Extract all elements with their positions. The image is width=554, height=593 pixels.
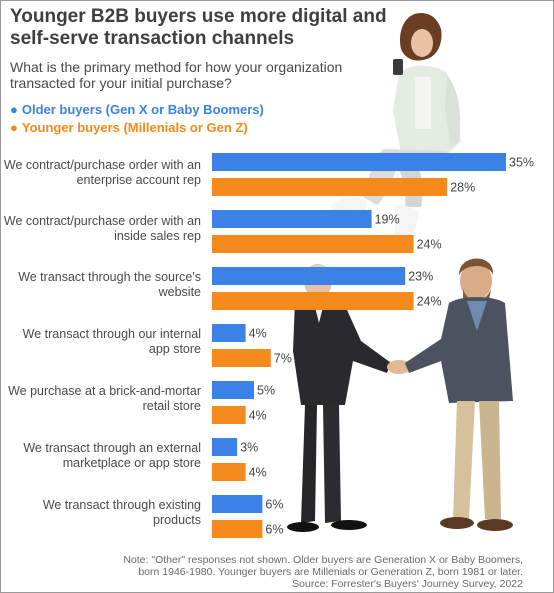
value-label-older-0: 35% — [509, 156, 534, 170]
bar-younger-3 — [212, 349, 271, 367]
category-label-external-marketplace: We transact through an external marketpl… — [23, 441, 201, 470]
bar-older-5 — [212, 438, 238, 456]
legend-dot-younger-icon: ● — [10, 120, 18, 135]
footnote: Note: "Other" responses not shown. Older… — [53, 554, 523, 590]
bar-older-2 — [212, 267, 406, 285]
bar-younger-5 — [212, 463, 246, 481]
value-label-older-4: 5% — [257, 384, 275, 398]
footnote-line-3: Source: Forrester's Buyers' Journey Surv… — [292, 578, 523, 590]
bar-younger-0 — [212, 178, 448, 196]
younger-man-illustration — [405, 258, 513, 531]
category-label-retail-store: We purchase at a brick-and-mortar retail… — [8, 384, 201, 413]
handshake-illustration — [387, 360, 411, 374]
bar-older-0 — [212, 153, 506, 171]
survey-question: What is the primary method for how your … — [10, 59, 343, 91]
value-label-younger-6: 6% — [265, 523, 283, 537]
category-label-existing-products: We transact through existing products — [42, 498, 201, 527]
category-label-source-website: We transact through the source's website — [18, 270, 201, 299]
value-label-older-3: 4% — [249, 327, 267, 341]
bar-younger-4 — [212, 406, 246, 424]
bar-older-1 — [212, 210, 372, 228]
page-title: Younger B2B buyers use more digital and … — [10, 6, 387, 49]
legend-label-older: Older buyers (Gen X or Baby Boomers) — [21, 102, 264, 117]
category-label-enterprise-rep: We contract/purchase order with an enter… — [3, 158, 201, 187]
bar-older-6 — [212, 495, 263, 513]
value-label-older-6: 6% — [265, 498, 283, 512]
legend-dot-older-icon: ● — [10, 102, 18, 117]
value-label-older-5: 3% — [240, 441, 258, 455]
value-label-younger-1: 24% — [417, 238, 442, 252]
bar-older-3 — [212, 324, 246, 342]
value-label-younger-0: 28% — [450, 181, 475, 195]
category-label-internal-app-store: We transact through our internal app sto… — [22, 327, 201, 356]
value-label-younger-3: 7% — [274, 352, 292, 366]
legend-older: ● Older buyers (Gen X or Baby Boomers) — [10, 102, 264, 117]
footnote-line-2: born 1946-1980. Younger buyers are Mille… — [138, 566, 523, 578]
bar-younger-1 — [212, 235, 414, 253]
value-label-older-1: 19% — [375, 213, 400, 227]
bar-younger-6 — [212, 520, 263, 538]
value-label-older-2: 23% — [408, 270, 433, 284]
value-label-younger-2: 24% — [417, 295, 442, 309]
bar-younger-2 — [212, 292, 414, 310]
footnote-line-1: Note: "Other" responses not shown. Older… — [123, 554, 523, 566]
value-label-younger-4: 4% — [249, 409, 267, 423]
bar-older-4 — [212, 381, 254, 399]
value-label-younger-5: 4% — [249, 466, 267, 480]
category-label-inside-sales-rep: We contract/purchase order with an insid… — [3, 214, 201, 243]
legend-label-younger: Younger buyers (Millenials or Gen Z) — [21, 120, 248, 135]
legend-younger: ● Younger buyers (Millenials or Gen Z) — [10, 120, 248, 135]
